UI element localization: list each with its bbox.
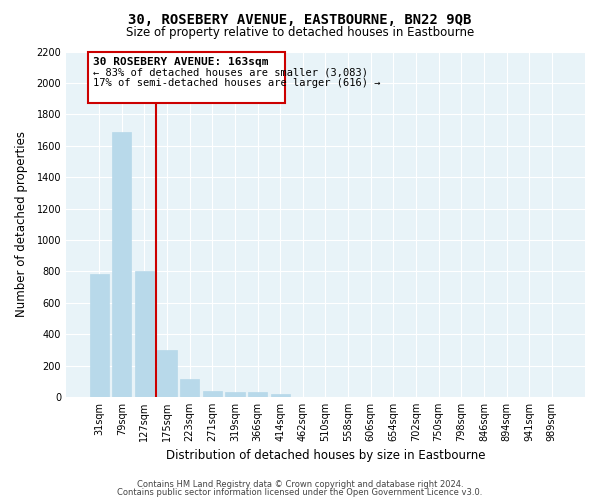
Text: ← 83% of detached houses are smaller (3,083): ← 83% of detached houses are smaller (3,…	[94, 67, 368, 77]
X-axis label: Distribution of detached houses by size in Eastbourne: Distribution of detached houses by size …	[166, 450, 485, 462]
Bar	[226, 392, 245, 397]
Bar	[180, 379, 199, 397]
Bar	[248, 392, 267, 397]
Y-axis label: Number of detached properties: Number of detached properties	[15, 131, 28, 317]
Text: Size of property relative to detached houses in Eastbourne: Size of property relative to detached ho…	[126, 26, 474, 39]
Text: 30 ROSEBERY AVENUE: 163sqm: 30 ROSEBERY AVENUE: 163sqm	[94, 57, 269, 67]
Bar	[135, 272, 154, 397]
Bar	[271, 394, 290, 397]
Text: 30, ROSEBERY AVENUE, EASTBOURNE, BN22 9QB: 30, ROSEBERY AVENUE, EASTBOURNE, BN22 9Q…	[128, 12, 472, 26]
Bar	[89, 274, 109, 397]
Bar	[203, 390, 222, 397]
Bar	[112, 132, 131, 397]
Text: Contains HM Land Registry data © Crown copyright and database right 2024.: Contains HM Land Registry data © Crown c…	[137, 480, 463, 489]
Text: Contains public sector information licensed under the Open Government Licence v3: Contains public sector information licen…	[118, 488, 482, 497]
Text: 17% of semi-detached houses are larger (616) →: 17% of semi-detached houses are larger (…	[94, 78, 381, 88]
Bar	[157, 350, 176, 397]
Bar	[88, 52, 285, 104]
